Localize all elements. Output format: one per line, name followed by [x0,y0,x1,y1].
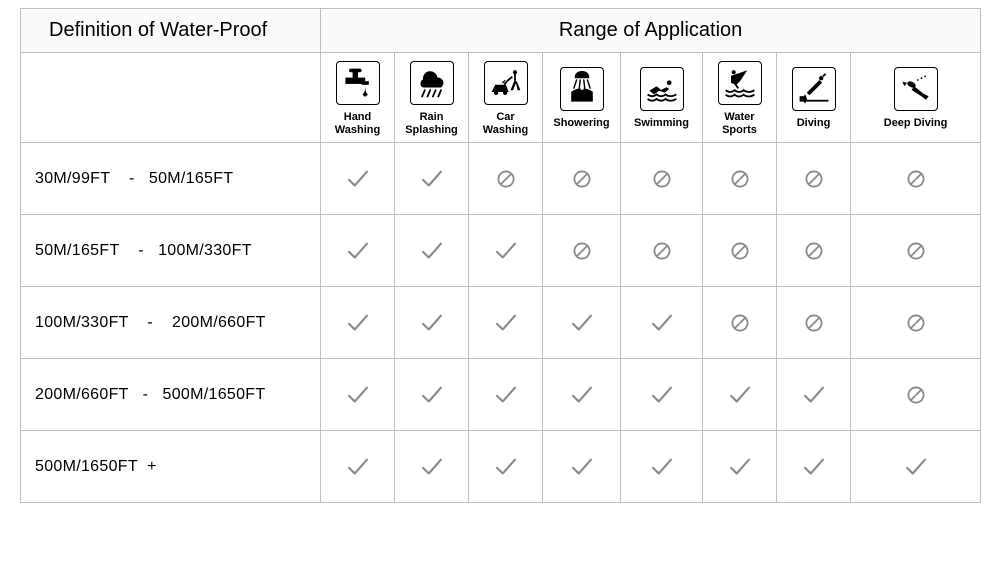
check-icon [469,287,543,359]
check-icon [543,287,621,359]
check-icon [395,431,469,503]
prohibit-icon [851,215,981,287]
check-icon [851,431,981,503]
activity-carwash: CarWashing [469,53,543,143]
table-row: 30M/99FT - 50M/165FT [21,143,981,215]
depth-range: 50M/165FT - 100M/330FT [21,215,321,287]
check-icon [621,431,703,503]
prohibit-icon [469,143,543,215]
check-icon [703,359,777,431]
check-icon [395,143,469,215]
check-icon [543,359,621,431]
check-icon [469,359,543,431]
check-icon [703,431,777,503]
rain-icon [410,61,454,105]
depth-range: 200M/660FT - 500M/1650FT [21,359,321,431]
empty-header [21,53,321,143]
check-icon [321,431,395,503]
prohibit-icon [543,215,621,287]
prohibit-icon [777,287,851,359]
faucet-icon [336,61,380,105]
table-row: 500M/1650FT + [21,431,981,503]
check-icon [621,287,703,359]
check-icon [395,359,469,431]
activity-rain: RainSplashing [395,53,469,143]
table-row: 50M/165FT - 100M/330FT [21,215,981,287]
swim-icon [640,67,684,111]
prohibit-icon [621,215,703,287]
activity-deepdive: Deep Diving [851,53,981,143]
check-icon [321,287,395,359]
check-icon [321,215,395,287]
waterproof-table: Definition of Water-Proof Range of Appli… [20,8,981,503]
prohibit-icon [703,143,777,215]
deepdive-icon [894,67,938,111]
prohibit-icon [777,143,851,215]
activity-shower: Showering [543,53,621,143]
activity-faucet: HandWashing [321,53,395,143]
depth-range: 30M/99FT - 50M/165FT [21,143,321,215]
activity-watersport: WaterSports [703,53,777,143]
check-icon [395,287,469,359]
check-icon [469,431,543,503]
prohibit-icon [851,287,981,359]
carwash-icon [484,61,528,105]
header-definition: Definition of Water-Proof [21,9,321,53]
activity-label: Showering [547,117,616,130]
prohibit-icon [851,359,981,431]
diving-icon [792,67,836,111]
prohibit-icon [543,143,621,215]
check-icon [777,431,851,503]
activity-label: CarWashing [473,111,538,136]
check-icon [321,359,395,431]
table-row: 100M/330FT - 200M/660FT [21,287,981,359]
check-icon [777,359,851,431]
activity-label: HandWashing [325,111,390,136]
prohibit-icon [703,215,777,287]
check-icon [321,143,395,215]
check-icon [469,215,543,287]
header-range: Range of Application [321,9,981,53]
activity-label: WaterSports [707,111,772,136]
prohibit-icon [851,143,981,215]
activity-label: Deep Diving [855,117,976,130]
check-icon [395,215,469,287]
table-row: 200M/660FT - 500M/1650FT [21,359,981,431]
activity-label: Diving [781,117,846,130]
prohibit-icon [621,143,703,215]
check-icon [543,431,621,503]
activity-label: RainSplashing [399,111,464,136]
depth-range: 500M/1650FT + [21,431,321,503]
activity-label: Swimming [625,117,698,130]
check-icon [621,359,703,431]
prohibit-icon [777,215,851,287]
depth-range: 100M/330FT - 200M/660FT [21,287,321,359]
shower-icon [560,67,604,111]
activity-diving: Diving [777,53,851,143]
activity-swim: Swimming [621,53,703,143]
watersport-icon [718,61,762,105]
prohibit-icon [703,287,777,359]
